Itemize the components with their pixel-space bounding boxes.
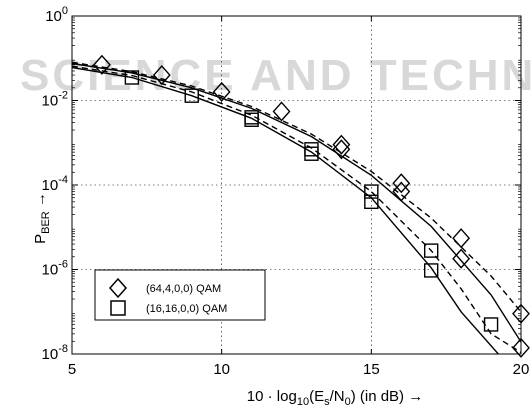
x-tick-label: 5 [68, 361, 76, 378]
diamond-marker [212, 81, 231, 102]
solid-curve [72, 62, 521, 344]
diamond-marker [452, 248, 471, 269]
watermark: SCIENCE AND TECHNOLOGY [20, 51, 531, 100]
square-marker [424, 263, 439, 278]
y-tick-label: 10-2 [42, 90, 68, 110]
axis-labels: PBER → 10 · log10(Es/N0) (in dB) → [32, 192, 423, 406]
y-tick-label: 10-6 [42, 259, 68, 279]
y-axis-label: PBER → [32, 192, 52, 244]
legend-label-16qam: (16,16,0,0) QAM [146, 303, 227, 315]
square-marker [364, 184, 379, 199]
diamond-marker [512, 303, 530, 324]
x-tick-label: 10 [213, 361, 230, 378]
diamond-marker [332, 139, 351, 160]
diamond-marker [152, 65, 171, 86]
dashed-curve [72, 61, 521, 313]
solid-curve [72, 66, 500, 354]
square-marker [424, 243, 439, 258]
square-marker [244, 112, 259, 127]
diamond-marker [392, 181, 411, 202]
y-tick-label: 10-4 [42, 174, 68, 194]
plot-area: 5 10 15 20 10-8 10-6 10-4 10-2 100 [42, 5, 530, 378]
square-marker [184, 88, 199, 103]
y-tick-label: 10-8 [42, 343, 68, 363]
legend-diamond-marker [108, 277, 128, 299]
legend-label-64qam: (64,4,0,0) QAM [146, 283, 221, 295]
square-marker [124, 70, 140, 85]
legend-box [94, 269, 266, 321]
diamond-marker [512, 337, 530, 358]
legend: (64,4,0,0) QAM (16,16,0,0) QAM [94, 269, 266, 321]
diamond-marker [92, 54, 111, 75]
x-axis-label: 10 · log10(Es/N0) (in dB) → [247, 388, 423, 406]
diamond-marker [452, 228, 471, 249]
square-marker [483, 317, 499, 332]
x-tick-label: 20 [513, 361, 530, 378]
y-tick-label: 100 [45, 5, 68, 25]
square-marker [364, 194, 379, 210]
legend-square-marker [110, 300, 126, 316]
square-marker [304, 146, 319, 161]
x-tick-label: 15 [363, 361, 380, 378]
diamond-marker [272, 101, 291, 122]
diamond-marker [392, 173, 411, 194]
diamond-marker [332, 134, 351, 155]
